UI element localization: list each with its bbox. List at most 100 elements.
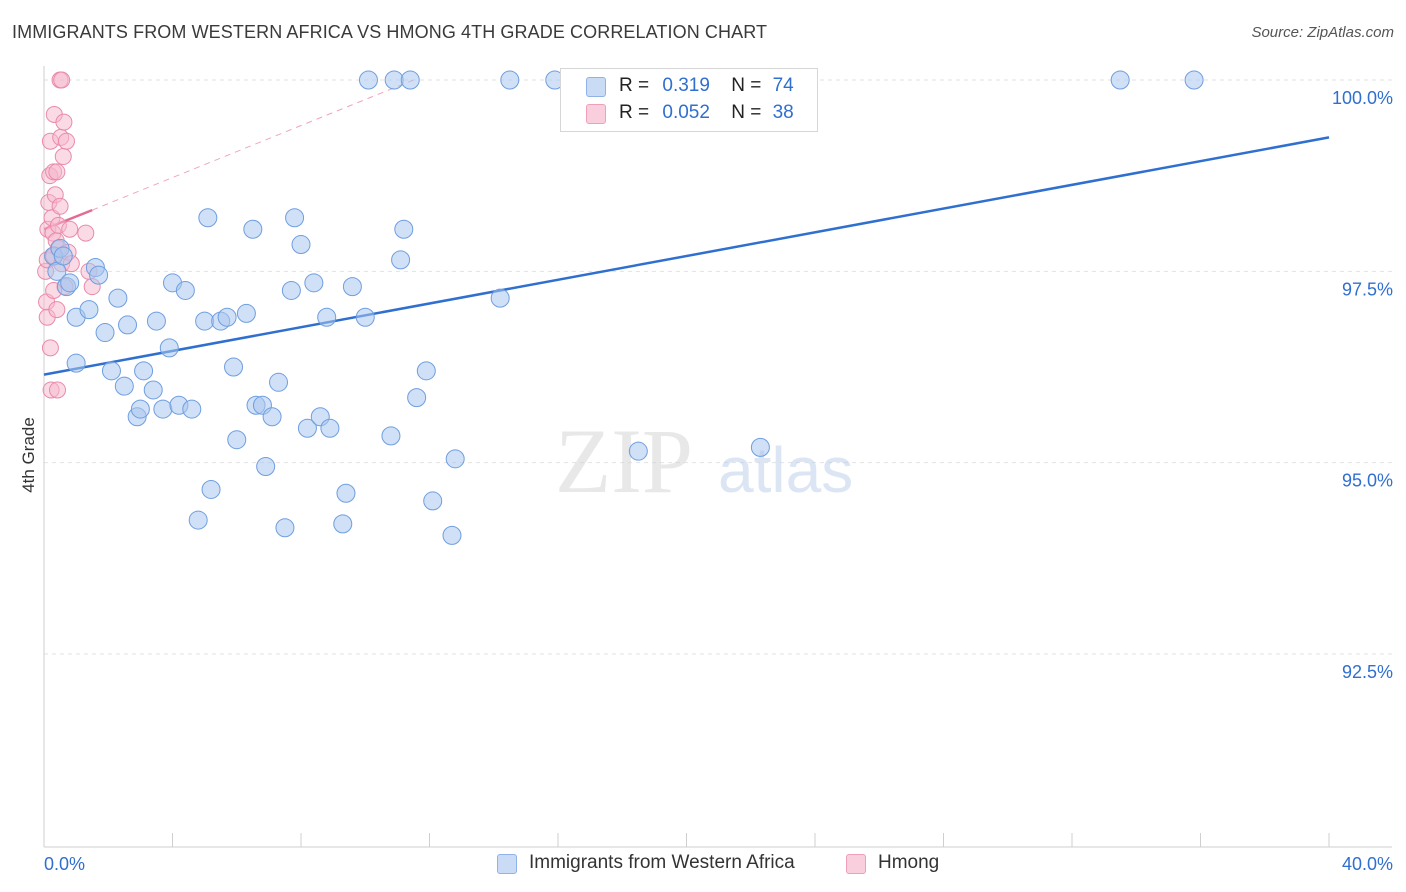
hmong-point: [51, 197, 69, 215]
western-africa-point: [130, 399, 150, 419]
western-africa-point: [182, 399, 202, 419]
western-africa-point: [1184, 70, 1204, 90]
western-africa-point: [391, 250, 411, 270]
western-africa-point: [143, 380, 163, 400]
western-africa-point: [53, 246, 73, 266]
y-axis-label: 4th Grade: [19, 417, 38, 493]
hmong-point: [77, 224, 95, 242]
trendline-western-africa: [43, 136, 1330, 376]
stats-legend: R = 0.319 N = 74 R = 0.052 N = 38: [560, 68, 818, 132]
western-africa-point: [95, 323, 115, 343]
hmong-point: [55, 113, 73, 131]
western-africa-point: [442, 525, 462, 545]
western-africa-point: [175, 280, 195, 300]
legend-swatch-pink: [586, 104, 606, 124]
y-tick-label: 95.0%: [1342, 471, 1393, 491]
western-africa-point: [317, 307, 337, 327]
western-africa-point: [358, 70, 378, 90]
legend-swatch-pink: [846, 854, 866, 874]
hmong-point: [61, 220, 79, 238]
western-africa-point: [384, 70, 404, 90]
legend-r-value: 0.052: [662, 102, 710, 123]
series-legend: Immigrants from Western Africa Hmong: [0, 851, 1406, 879]
western-africa-point: [269, 372, 289, 392]
hmong-point: [54, 148, 72, 166]
western-africa-point: [134, 361, 154, 381]
hmong-point: [53, 71, 71, 89]
hmong-point: [41, 339, 59, 357]
western-africa-point: [153, 399, 173, 419]
western-africa-point: [79, 300, 99, 320]
western-africa-point: [333, 514, 353, 534]
western-africa-point: [108, 288, 128, 308]
tick-labels: 100.0% 97.5% 95.0% 92.5% 0.0% 40.0%: [44, 88, 1393, 874]
western-africa-point: [224, 357, 244, 377]
trendline-hmong-extension: [91, 79, 414, 211]
source-attribution: Source: ZipAtlas.com: [1251, 24, 1394, 41]
hmong-point: [57, 132, 75, 150]
western-africa-point: [188, 510, 208, 530]
western-africa-point: [262, 407, 282, 427]
hmong-point: [48, 163, 66, 181]
western-africa-point: [275, 518, 295, 538]
grid-layer: [44, 79, 1392, 655]
western-africa-point: [114, 376, 134, 396]
western-africa-point: [291, 235, 311, 255]
western-africa-point: [159, 338, 179, 358]
western-africa-point: [281, 280, 301, 300]
western-africa-point: [256, 456, 276, 476]
western-africa-point: [336, 483, 356, 503]
western-africa-point: [400, 70, 420, 90]
western-africa-point: [1110, 70, 1130, 90]
western-africa-point: [342, 277, 362, 297]
western-africa-point: [217, 307, 237, 327]
legend-label: Immigrants from Western Africa: [529, 852, 795, 873]
western-africa-point: [750, 437, 770, 457]
western-africa-point: [490, 288, 510, 308]
hmong-points: [37, 71, 101, 399]
western-africa-point: [445, 449, 465, 469]
western-africa-points: [44, 70, 1204, 545]
western-africa-point: [500, 70, 520, 90]
western-africa-point: [320, 418, 340, 438]
legend-n-value: 38: [772, 102, 794, 123]
western-africa-point: [285, 208, 305, 228]
x-tick-label: 0.0%: [44, 854, 85, 874]
western-africa-point: [146, 311, 166, 331]
western-africa-point: [297, 418, 317, 438]
western-africa-point: [423, 491, 443, 511]
legend-r-label: R =: [619, 75, 650, 96]
watermark-atlas: atlas: [718, 434, 853, 506]
western-africa-point: [118, 315, 138, 335]
western-africa-point: [227, 430, 247, 450]
legend-swatch-blue: [586, 77, 606, 97]
western-africa-point: [304, 273, 324, 293]
western-africa-point: [394, 219, 414, 239]
western-africa-point: [195, 311, 215, 331]
western-africa-point: [416, 361, 436, 381]
watermark-zip: ZIP: [555, 410, 693, 512]
legend-n-value: 74: [772, 75, 794, 96]
western-africa-point: [381, 426, 401, 446]
western-africa-point: [89, 265, 109, 285]
western-africa-point: [407, 388, 427, 408]
legend-label: Hmong: [878, 852, 940, 873]
western-africa-point: [628, 441, 648, 461]
hmong-point: [48, 381, 66, 399]
y-tick-label: 100.0%: [1332, 88, 1393, 108]
legend-swatch-blue: [497, 854, 517, 874]
western-africa-point: [101, 361, 121, 381]
y-tick-label: 92.5%: [1342, 662, 1393, 682]
western-africa-point: [201, 479, 221, 499]
western-africa-point: [60, 273, 80, 293]
legend-r-value: 0.319: [662, 75, 710, 96]
western-africa-point: [236, 303, 256, 323]
y-tick-label: 97.5%: [1342, 279, 1393, 299]
western-africa-point: [198, 208, 218, 228]
legend-n-label: N =: [731, 102, 762, 123]
hmong-point: [48, 301, 66, 319]
legend-r-label: R =: [619, 102, 650, 123]
western-africa-point: [243, 219, 263, 239]
x-tick-label: 40.0%: [1342, 854, 1393, 874]
